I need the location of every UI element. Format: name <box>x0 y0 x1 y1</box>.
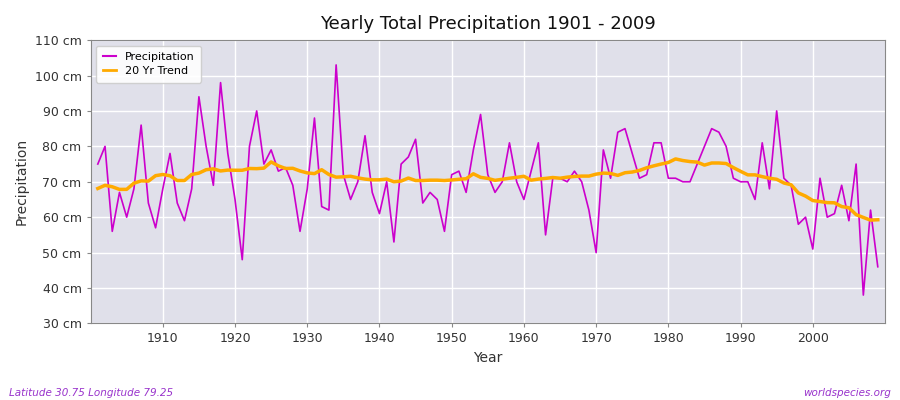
Precipitation <box>872 264 883 269</box>
Text: Latitude 30.75 Longitude 79.25: Latitude 30.75 Longitude 79.25 <box>9 388 173 398</box>
Title: Yearly Total Precipitation 1901 - 2009: Yearly Total Precipitation 1901 - 2009 <box>320 15 656 33</box>
20 Yr Trend <box>150 173 161 178</box>
Precipitation <box>150 226 161 230</box>
Line: Precipitation: Precipitation <box>98 65 878 295</box>
20 Yr Trend <box>511 175 522 180</box>
Precipitation <box>330 62 341 67</box>
Line: 20 Yr Trend: 20 Yr Trend <box>98 159 878 220</box>
20 Yr Trend <box>670 156 681 161</box>
20 Yr Trend <box>353 176 364 180</box>
20 Yr Trend <box>605 171 616 176</box>
20 Yr Trend <box>309 171 320 176</box>
Text: worldspecies.org: worldspecies.org <box>803 388 891 398</box>
Precipitation <box>309 116 320 120</box>
Precipitation <box>612 130 623 134</box>
20 Yr Trend <box>865 218 876 222</box>
Legend: Precipitation, 20 Yr Trend: Precipitation, 20 Yr Trend <box>96 46 202 82</box>
20 Yr Trend <box>93 186 104 191</box>
Y-axis label: Precipitation: Precipitation <box>15 138 29 225</box>
Precipitation <box>360 133 371 138</box>
Precipitation <box>518 197 529 202</box>
X-axis label: Year: Year <box>473 351 502 365</box>
20 Yr Trend <box>518 174 529 179</box>
Precipitation <box>526 169 536 174</box>
20 Yr Trend <box>872 217 883 222</box>
Precipitation <box>858 293 868 298</box>
Precipitation <box>93 162 104 166</box>
